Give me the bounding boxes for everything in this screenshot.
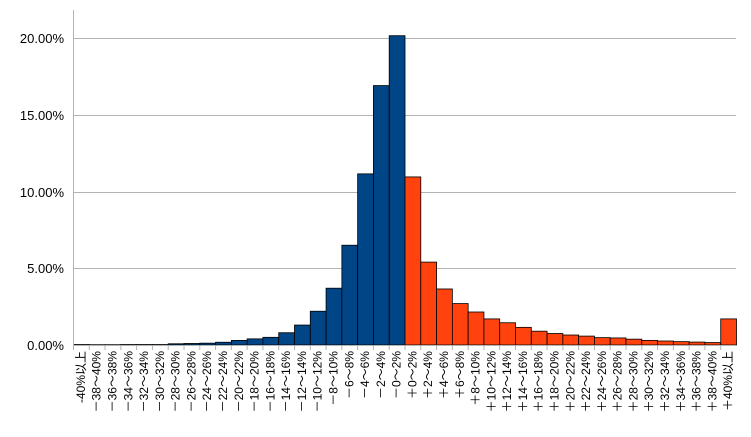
x-category-label: ＋24～26%: [595, 351, 609, 413]
axes: [73, 10, 736, 350]
bar: [309, 310, 327, 346]
bar: [672, 341, 690, 346]
x-category-label: ＋30～32%: [642, 351, 656, 413]
x-category-label: ＋38～40%: [705, 351, 719, 413]
y-tick-label: 15.00%: [20, 108, 65, 123]
y-tick-label: 20.00%: [20, 31, 65, 46]
bar: [483, 318, 501, 346]
x-category-label: ＋34～36%: [674, 351, 688, 413]
bar: [278, 332, 295, 346]
x-category-label: ＋26～28%: [611, 351, 625, 413]
bar: [136, 344, 153, 346]
bar: [73, 344, 90, 346]
bar: [562, 334, 580, 346]
bar: [578, 335, 595, 346]
bar: [325, 287, 343, 346]
x-category-label: ＋22～24%: [579, 351, 593, 413]
x-category-label: ＋16～18%: [532, 351, 546, 413]
x-axis-tick-labels: -40%以上 －38～40% －36～38% －34～36% －32～34% －30～32…: [74, 351, 735, 413]
bar: [657, 340, 674, 346]
x-category-label: ＋40%以上: [721, 351, 735, 411]
bar: [388, 35, 406, 346]
bar: [246, 338, 264, 346]
x-category-label: －8～10%: [326, 351, 340, 406]
bar: [467, 311, 485, 346]
x-category-label: －0～2%: [390, 351, 404, 399]
bar: [688, 341, 706, 346]
bar: [420, 261, 437, 346]
bar: [215, 341, 232, 346]
x-category-label: ＋32～34%: [658, 351, 672, 413]
x-category-label: －30～32%: [153, 351, 167, 413]
y-tick-label: 10.00%: [20, 185, 65, 200]
x-category-label: －36～38%: [105, 351, 119, 413]
bar: [404, 176, 422, 346]
x-category-label: －16～18%: [263, 351, 277, 413]
bar: [262, 336, 280, 346]
bar: [499, 322, 516, 346]
bar: [546, 333, 564, 346]
y-axis-tick-labels: 0.00% 5.00% 10.00% 15.00% 20.00%: [20, 31, 65, 353]
x-category-label: ＋6～8%: [453, 351, 467, 399]
x-category-label: －20～22%: [232, 351, 246, 413]
bar: [294, 324, 311, 346]
y-tick-label: 5.00%: [27, 261, 64, 276]
x-category-label: －14～16%: [279, 351, 293, 413]
bar: [167, 343, 185, 346]
bar: [120, 344, 138, 346]
bar: [183, 343, 201, 346]
x-category-label: －28～30%: [169, 351, 183, 413]
x-category-label: －10～12%: [311, 351, 325, 413]
bars: [73, 35, 737, 346]
x-category-label: －22～24%: [216, 351, 230, 413]
bar: [704, 342, 722, 346]
y-tick-label: 0.00%: [27, 338, 64, 353]
x-category-label: －6～8%: [342, 351, 356, 399]
x-category-label: ＋12～14%: [500, 351, 514, 413]
x-category-label: ＋14～16%: [516, 351, 530, 413]
x-category-label: ＋8～10%: [469, 351, 483, 406]
x-category-label: ＋18～20%: [547, 351, 561, 413]
bar: [530, 330, 548, 346]
x-category-label: ＋10～12%: [484, 351, 498, 413]
x-category-label: ＋0～2%: [405, 351, 419, 399]
x-category-label: －24～26%: [200, 351, 214, 413]
bar: [199, 342, 216, 346]
x-category-label: ＋36～38%: [690, 351, 704, 413]
x-category-label: －4～6%: [358, 351, 372, 399]
bar: [436, 288, 453, 346]
bar: [230, 339, 248, 346]
x-category-label: －38～40%: [90, 351, 104, 413]
bar: [609, 337, 627, 346]
x-category-label: ＋4～6%: [437, 351, 451, 399]
bar: [641, 339, 658, 346]
x-category-label: ＋2～4%: [421, 351, 435, 399]
x-category-label: ＋28～30%: [626, 351, 640, 413]
x-category-label: -40%以上: [74, 351, 88, 403]
x-category-label: －12～14%: [295, 351, 309, 413]
x-category-label: －34～36%: [121, 351, 135, 413]
bar: [373, 85, 390, 346]
x-category-label: －2～4%: [374, 351, 388, 399]
bar: [515, 326, 532, 346]
bar: [594, 337, 611, 346]
bar: [451, 303, 469, 346]
bar: [341, 244, 359, 346]
bar: [720, 318, 737, 346]
x-category-label: －26～28%: [184, 351, 198, 413]
bar: [152, 344, 169, 346]
x-category-label: －32～34%: [137, 351, 151, 413]
x-category-label: －18～20%: [248, 351, 262, 413]
bar: [625, 338, 643, 346]
x-category-label: ＋20～22%: [563, 351, 577, 413]
bar: [357, 173, 374, 346]
